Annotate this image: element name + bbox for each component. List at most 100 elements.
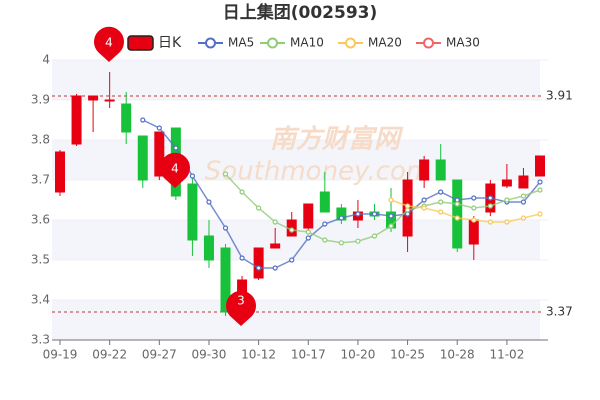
ma-point xyxy=(371,233,378,239)
candle-body xyxy=(137,135,148,181)
annotation: 3 xyxy=(237,294,245,308)
ma-point xyxy=(487,195,493,201)
legend-icon xyxy=(205,37,216,49)
x-tick-label: 10-25 xyxy=(390,348,425,362)
ma-point xyxy=(404,211,411,217)
ma-point xyxy=(256,265,262,271)
ma-point xyxy=(438,189,444,195)
ma-point xyxy=(438,209,444,215)
candle-body xyxy=(187,183,198,241)
candle-body xyxy=(303,203,314,229)
ma-point xyxy=(421,205,427,211)
candle-body xyxy=(501,179,512,187)
ma-point xyxy=(305,235,311,241)
ma-point xyxy=(520,215,527,221)
legend-label: MA10 xyxy=(290,36,324,50)
ma-point xyxy=(454,201,460,207)
ma-point xyxy=(272,219,278,225)
candle-body xyxy=(55,151,65,193)
y-tick-label: 3.9 xyxy=(31,93,50,107)
legend-icon xyxy=(423,37,434,49)
legend-label: MA5 xyxy=(228,36,254,50)
candle-body xyxy=(154,131,165,177)
ma-point xyxy=(189,173,196,179)
candle-body xyxy=(71,95,82,145)
pin xyxy=(160,152,191,188)
legend-icon xyxy=(127,35,154,51)
ma-point xyxy=(206,199,212,205)
y-tick-label: 4 xyxy=(42,53,50,67)
ma-point xyxy=(388,213,394,219)
ma-point xyxy=(438,199,444,205)
ma-point xyxy=(222,171,229,177)
legend-label: 日K xyxy=(158,35,182,51)
ma-point xyxy=(520,193,527,199)
ma-point xyxy=(239,255,245,261)
x-tick-label: 10-20 xyxy=(340,348,375,362)
candle-body xyxy=(88,95,99,101)
ma-line xyxy=(390,199,541,223)
ma-point xyxy=(371,211,378,217)
ma-point xyxy=(322,221,328,227)
ma-point xyxy=(289,257,295,263)
x-tick-label: 10-17 xyxy=(291,348,326,362)
ma-point xyxy=(338,240,344,246)
ma-point xyxy=(454,215,460,221)
ma-point xyxy=(289,227,295,233)
ma-point xyxy=(421,197,427,203)
ma-point xyxy=(471,217,477,223)
ma-point xyxy=(272,265,278,271)
grid-band xyxy=(52,300,540,340)
x-tick-label: 09-27 xyxy=(142,348,177,362)
chart-title: 日上集团(002593) xyxy=(223,2,378,23)
ma-point xyxy=(504,219,510,225)
ma-point xyxy=(355,238,361,244)
ma-point xyxy=(537,187,543,193)
ma-point xyxy=(305,229,311,235)
legend-icon xyxy=(345,37,356,49)
ma-point xyxy=(173,145,179,151)
pin xyxy=(226,290,257,326)
candle-body xyxy=(253,247,264,279)
ma-point xyxy=(487,203,493,209)
x-tick-label: 09-30 xyxy=(192,348,227,362)
ma-point xyxy=(537,179,543,185)
ma-point xyxy=(537,211,543,217)
candle-body xyxy=(468,219,479,245)
plot-area: 3.91 3.37 xyxy=(52,72,573,324)
y-tick-label: 3.8 xyxy=(31,133,50,147)
ma-point xyxy=(471,205,477,211)
candle-body xyxy=(104,99,115,102)
ma-point xyxy=(239,189,245,195)
y-tick-label: 3.5 xyxy=(31,253,50,267)
ma-point xyxy=(256,205,262,211)
y-tick-label: 3.7 xyxy=(31,173,50,187)
reference-label: 3.91 xyxy=(546,89,573,103)
y-tick-label: 3.3 xyxy=(31,333,50,347)
annotation: 4 xyxy=(171,162,179,176)
annotation: 4 xyxy=(105,36,113,50)
candle-body xyxy=(452,179,463,249)
ma-point xyxy=(156,125,162,131)
candle-body xyxy=(121,103,132,133)
candle-body xyxy=(203,235,214,261)
x-tick-label: 10-12 xyxy=(241,348,276,362)
candle-body xyxy=(419,159,430,181)
candle-body xyxy=(435,159,446,181)
ma-point xyxy=(338,215,344,221)
legend-label: MA20 xyxy=(368,36,402,50)
x-tick-label: 10-28 xyxy=(440,348,475,362)
legend-label: MA30 xyxy=(446,36,480,50)
candle-body xyxy=(535,155,545,177)
reference-label: 3.37 xyxy=(546,305,573,319)
grid-band xyxy=(52,140,540,180)
x-tick-label: 11-02 xyxy=(489,348,524,362)
ma-point xyxy=(487,219,493,225)
ma-point xyxy=(404,207,411,213)
watermark: 南方财富网 xyxy=(270,125,404,155)
ma-point xyxy=(222,225,229,231)
ma-point xyxy=(504,197,510,203)
ma-point xyxy=(471,195,477,201)
ma-line xyxy=(224,173,541,244)
